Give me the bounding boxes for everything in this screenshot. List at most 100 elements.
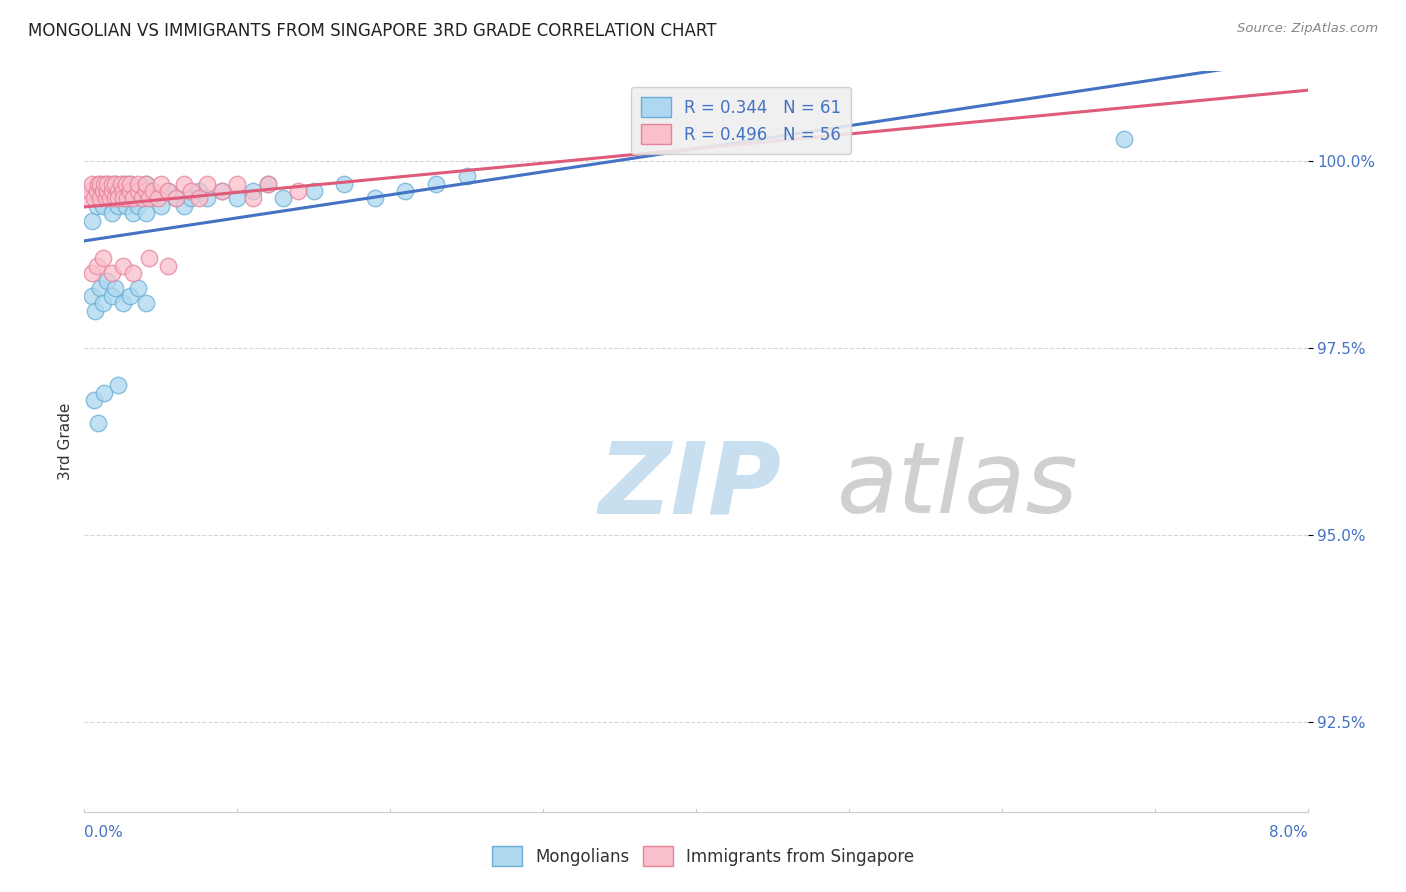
Point	[456, 169, 478, 183]
Point	[173, 199, 195, 213]
Point	[157, 259, 180, 273]
Point	[89, 192, 111, 206]
Point	[195, 177, 218, 191]
Point	[101, 266, 124, 280]
Point	[80, 177, 103, 191]
Point	[79, 184, 101, 198]
Text: MONGOLIAN VS IMMIGRANTS FROM SINGAPORE 3RD GRADE CORRELATION CHART: MONGOLIAN VS IMMIGRANTS FROM SINGAPORE 3…	[28, 22, 717, 40]
Point	[86, 199, 108, 213]
Point	[84, 303, 107, 318]
Point	[87, 416, 110, 430]
Point	[135, 177, 157, 191]
Point	[173, 177, 195, 191]
Point	[114, 177, 136, 191]
Point	[91, 184, 114, 198]
Point	[120, 184, 142, 198]
Point	[180, 192, 202, 206]
Point	[188, 192, 211, 206]
Point	[226, 192, 249, 206]
Point	[101, 289, 124, 303]
Point	[120, 177, 142, 191]
Point	[80, 214, 103, 228]
Legend: Mongolians, Immigrants from Singapore: Mongolians, Immigrants from Singapore	[484, 838, 922, 875]
Point	[165, 192, 187, 206]
Point	[111, 192, 134, 206]
Point	[115, 184, 138, 198]
Point	[302, 184, 325, 198]
Point	[93, 177, 115, 191]
Point	[87, 177, 110, 191]
Point	[107, 378, 129, 392]
Point	[120, 289, 142, 303]
Point	[104, 177, 127, 191]
Point	[242, 192, 264, 206]
Point	[1114, 131, 1136, 145]
Point	[127, 184, 149, 198]
Point	[111, 177, 134, 191]
Point	[96, 274, 118, 288]
Text: 8.0%: 8.0%	[1268, 825, 1308, 840]
Text: ZIP: ZIP	[598, 437, 782, 534]
Point	[149, 177, 172, 191]
Point	[83, 393, 105, 408]
Point	[111, 296, 134, 310]
Legend: R = 0.344   N = 61, R = 0.496   N = 56: R = 0.344 N = 61, R = 0.496 N = 56	[631, 87, 852, 154]
Point	[195, 192, 218, 206]
Point	[101, 184, 124, 198]
Point	[94, 192, 117, 206]
Point	[127, 199, 149, 213]
Point	[138, 252, 160, 266]
Point	[111, 192, 134, 206]
Point	[91, 252, 114, 266]
Point	[107, 199, 129, 213]
Point	[257, 177, 280, 191]
Point	[142, 192, 165, 206]
Point	[165, 192, 187, 206]
Point	[91, 199, 114, 213]
Point	[138, 192, 160, 206]
Point	[80, 266, 103, 280]
Point	[104, 192, 127, 206]
Point	[110, 184, 132, 198]
Point	[86, 184, 108, 198]
Point	[94, 184, 117, 198]
Text: atlas: atlas	[837, 437, 1078, 534]
Point	[135, 206, 157, 220]
Point	[101, 206, 124, 220]
Point	[97, 192, 120, 206]
Point	[333, 177, 356, 191]
Point	[226, 177, 249, 191]
Point	[157, 184, 180, 198]
Point	[135, 184, 157, 198]
Point	[131, 192, 153, 206]
Point	[122, 192, 145, 206]
Point	[127, 177, 149, 191]
Point	[80, 289, 103, 303]
Point	[135, 177, 157, 191]
Point	[120, 177, 142, 191]
Point	[188, 184, 211, 198]
Point	[110, 177, 132, 191]
Point	[149, 199, 172, 213]
Point	[146, 192, 169, 206]
Point	[96, 177, 118, 191]
Point	[127, 184, 149, 198]
Text: Source: ZipAtlas.com: Source: ZipAtlas.com	[1237, 22, 1378, 36]
Point	[98, 192, 121, 206]
Point	[91, 296, 114, 310]
Point	[142, 184, 165, 198]
Point	[104, 281, 127, 295]
Point	[111, 184, 134, 198]
Point	[287, 184, 309, 198]
Point	[83, 192, 105, 206]
Point	[180, 184, 202, 198]
Point	[89, 192, 111, 206]
Point	[122, 206, 145, 220]
Point	[131, 192, 153, 206]
Point	[127, 281, 149, 295]
Point	[138, 184, 160, 198]
Point	[122, 266, 145, 280]
Point	[394, 184, 416, 198]
Point	[135, 296, 157, 310]
Point	[101, 184, 124, 198]
